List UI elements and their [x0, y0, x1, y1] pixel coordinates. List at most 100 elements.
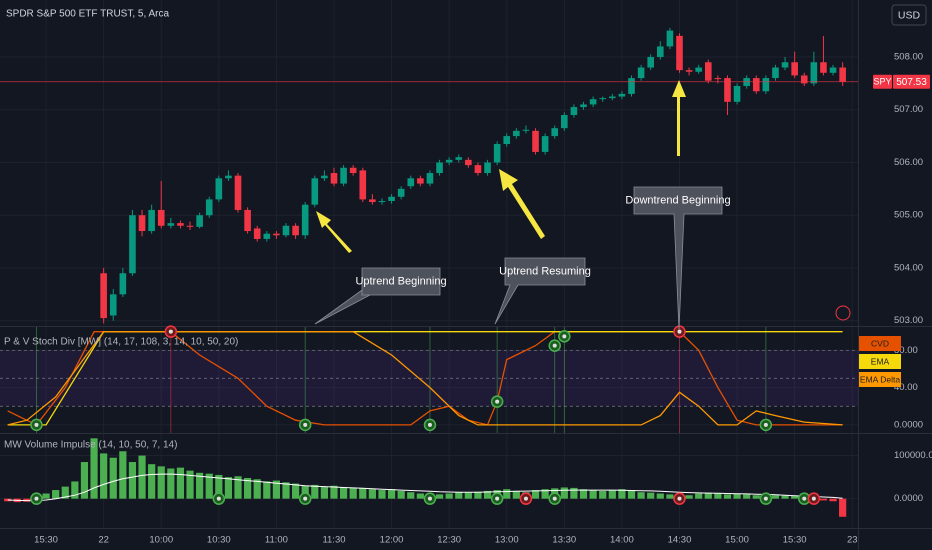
bar — [320, 486, 328, 499]
bar — [167, 468, 175, 499]
bar — [627, 490, 636, 499]
bar — [80, 462, 89, 499]
candle-body — [637, 67, 645, 79]
bar — [109, 457, 117, 499]
pane-title: MW Volume Impulse (14, 10, 50, 7, 14) — [4, 440, 177, 451]
bar — [349, 487, 357, 499]
price-tag — [893, 74, 930, 89]
candle-body — [109, 294, 117, 316]
legend-label: CVD — [871, 338, 889, 348]
bar — [90, 438, 98, 499]
candle-body — [129, 215, 136, 274]
candle-body — [167, 223, 175, 226]
currency[interactable]: USD — [898, 9, 921, 21]
bar — [464, 492, 472, 499]
x-tick-label: 12:30 — [437, 535, 461, 546]
candle-body — [609, 96, 616, 99]
bar — [685, 495, 693, 499]
signal-dot-core — [802, 496, 807, 501]
candle-body — [580, 104, 587, 108]
bar — [397, 490, 405, 499]
signal-dot-core — [34, 422, 39, 427]
bar — [570, 487, 578, 499]
annotation: Downtrend Beginning — [625, 194, 730, 206]
bar — [42, 493, 50, 499]
candle-body — [532, 130, 539, 152]
bar — [723, 494, 732, 499]
signal-dot-core — [34, 496, 39, 501]
callout-box — [633, 186, 723, 331]
candle-body — [119, 273, 127, 295]
bar — [752, 495, 760, 499]
candle-body — [244, 209, 251, 232]
bar — [311, 484, 319, 499]
signal-dot-core — [763, 422, 768, 427]
bar — [599, 490, 607, 499]
candle-body — [513, 130, 520, 137]
candle-body — [695, 67, 702, 72]
y-tick-label: 504.00 — [894, 262, 923, 273]
signal-dot-core — [811, 496, 816, 501]
bar — [119, 451, 127, 499]
candle-body — [839, 67, 846, 82]
bar — [445, 493, 453, 499]
bar — [647, 492, 655, 499]
bar — [224, 477, 233, 499]
bar — [61, 486, 69, 499]
signal-dot-core — [523, 496, 528, 501]
alert-icon[interactable] — [835, 305, 851, 321]
y-tick-label: 80.00 — [894, 345, 918, 356]
candle-body — [628, 78, 635, 94]
arrow — [499, 169, 545, 239]
candle-body — [455, 157, 463, 160]
signal-dot-core — [168, 329, 173, 334]
bar — [608, 490, 616, 499]
candle-body — [369, 199, 376, 203]
candle-body — [253, 228, 261, 239]
candle-body — [445, 159, 453, 163]
candle-body — [522, 129, 530, 131]
bar — [186, 470, 194, 499]
x-tick-label: 11:30 — [322, 535, 345, 546]
bar — [829, 498, 837, 502]
candle-body — [810, 62, 818, 84]
symbol-label: SPY — [873, 77, 891, 87]
signal-dot-core — [562, 334, 567, 339]
bar — [128, 462, 137, 499]
bar — [263, 481, 271, 499]
x-tick-label: 23 — [847, 535, 858, 546]
candle-body — [426, 173, 434, 184]
currency-button[interactable] — [891, 4, 927, 26]
legend-label: EMA Delta — [860, 374, 900, 384]
y-tick-label: 505.00 — [894, 210, 923, 221]
candle-body — [301, 204, 309, 236]
bar — [839, 498, 847, 517]
pane-title: P & V Stoch Div [MW] (14, 17, 108, 3, 14… — [4, 337, 238, 348]
bar — [148, 464, 156, 499]
bar — [618, 489, 626, 499]
marks: 503.00 504.00 505.00 506.00 507.00 508.00 SPY 5… — [0, 27, 932, 546]
bar — [215, 474, 223, 499]
candle-body — [330, 173, 338, 184]
bar — [301, 485, 309, 499]
candle-body — [388, 196, 395, 201]
legend-swatch — [859, 372, 901, 387]
candle-body — [407, 178, 415, 187]
candle-body — [493, 144, 501, 163]
candle-body — [417, 178, 424, 184]
signal-dot-core — [495, 496, 500, 501]
candle-body — [273, 233, 280, 236]
candle-body — [215, 178, 223, 200]
candle-body — [138, 215, 146, 232]
bar — [282, 482, 290, 499]
arrow — [316, 211, 352, 253]
bar — [771, 495, 780, 499]
y-tick-label: 503.00 — [894, 315, 923, 326]
bar — [378, 490, 386, 499]
candle-body — [474, 165, 482, 174]
candle-body — [772, 67, 779, 79]
candle-body — [829, 67, 837, 73]
signal-dot-core — [763, 496, 768, 501]
candle-body — [589, 99, 597, 105]
signal-dot-core — [495, 399, 500, 404]
